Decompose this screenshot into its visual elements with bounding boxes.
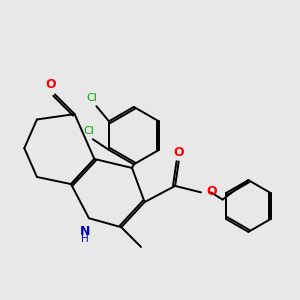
Text: H: H xyxy=(82,234,89,244)
Text: O: O xyxy=(173,146,184,159)
Text: O: O xyxy=(45,78,56,91)
Text: O: O xyxy=(207,185,218,198)
Text: Cl: Cl xyxy=(83,126,94,136)
Text: N: N xyxy=(80,225,91,238)
Text: Cl: Cl xyxy=(87,93,98,103)
